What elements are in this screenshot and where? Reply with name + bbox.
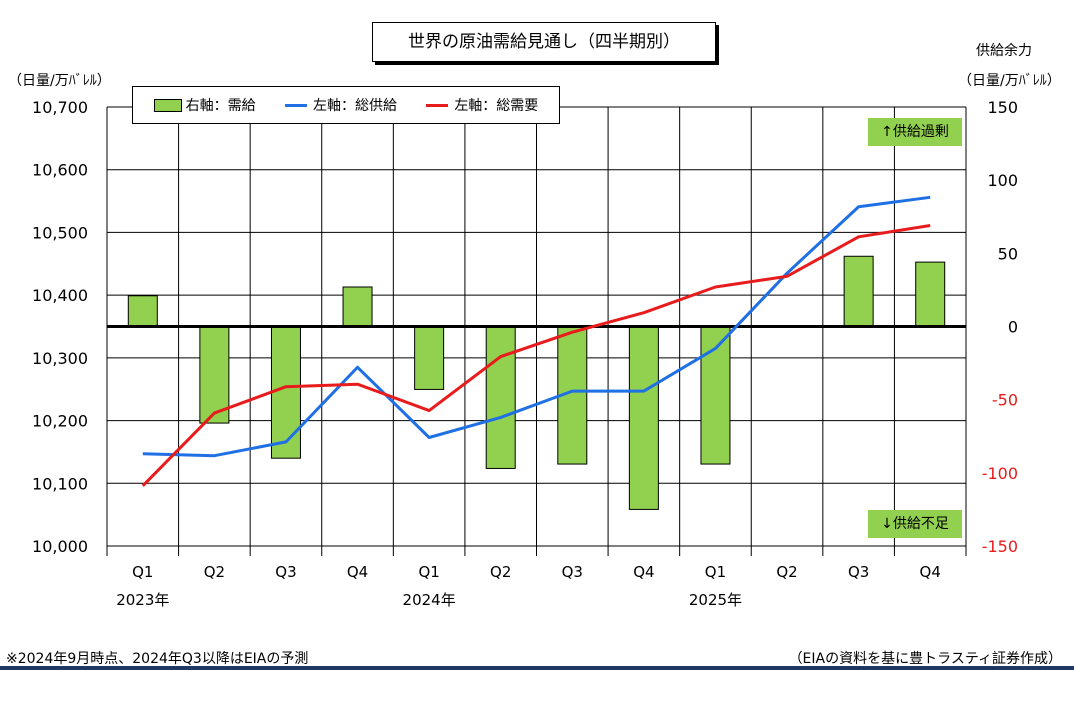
legend-label-demand: 左軸：総需要: [454, 98, 539, 114]
supply-line: [142, 195, 931, 458]
surplus-badge: ↑供給過剰: [868, 118, 962, 146]
balance-bar: [414, 326, 445, 390]
right-tick-label: 50: [998, 244, 1018, 263]
legend-swatch-supply: [284, 103, 307, 107]
right-tick-label: -150: [982, 537, 1018, 556]
legend-label-supply: 左軸：総供給: [312, 98, 397, 114]
legend-item-balance: 右軸：需給: [153, 95, 256, 115]
left-tick-label: 10,100: [32, 474, 88, 493]
legend-swatch-balance: [153, 98, 182, 112]
category-label: Q2: [204, 563, 225, 581]
balance-bar: [199, 326, 230, 424]
left-tick-label: 10,600: [32, 161, 88, 180]
category-label: Q4: [347, 563, 368, 581]
category-label: Q3: [275, 563, 296, 581]
chart-title: 世界の原油需給見通し（四半期別）: [372, 22, 716, 62]
left-tick-label: 10,200: [32, 412, 88, 431]
balance-bar: [628, 326, 659, 510]
left-tick-label: 10,000: [32, 537, 88, 556]
legend-label-balance: 右軸：需給: [185, 98, 256, 114]
category-label: Q3: [848, 563, 869, 581]
balance-bar: [342, 286, 373, 327]
left-tick-label: 10,500: [32, 223, 88, 242]
balance-bar: [127, 295, 158, 327]
balance-bars: [127, 255, 946, 510]
legend-item-demand: 左軸：総需要: [426, 95, 538, 115]
category-label: Q1: [132, 563, 153, 581]
tick-labels: 10,000 10,100 10,200 10,300 10,400 10,500 10,6…: [32, 98, 1018, 609]
category-label: Q4: [633, 563, 654, 581]
legend: 右軸：需給 左軸：総供給 左軸：総需要: [132, 86, 560, 124]
category-label: Q2: [776, 563, 797, 581]
category-label: Q4: [920, 563, 941, 581]
year-label: 2025年: [689, 591, 742, 609]
right-tick-label: -50: [992, 391, 1018, 410]
left-tick-label: 10,400: [32, 286, 88, 305]
year-label: 2023年: [116, 591, 169, 609]
left-tick-label: 10,700: [32, 98, 88, 117]
footnote-credit: （EIAの資料を基に豊トラスティ証券作成）: [788, 651, 1062, 667]
demand-line: [141, 224, 931, 487]
balance-bar: [843, 255, 874, 328]
bottom-rule: [0, 666, 1074, 670]
balance-bar: [915, 261, 946, 328]
legend-item-supply: 左軸：総供給: [284, 95, 397, 115]
right-axis-unit: （日量/万ﾊﾞﾚﾙ）: [958, 73, 1061, 89]
category-label: Q1: [705, 563, 726, 581]
right-tick-label: 150: [987, 98, 1018, 117]
right-axis-title: 供給余力: [976, 43, 1032, 59]
right-tick-label: 0: [1008, 318, 1018, 337]
shortage-badge: ↓供給不足: [868, 510, 962, 538]
footnote-source-date: ※2024年9月時点、2024年Q3以降はEIAの予測: [6, 651, 309, 667]
balance-bar: [270, 326, 301, 459]
left-tick-label: 10,300: [32, 349, 88, 368]
right-tick-label: -100: [982, 464, 1018, 483]
series-lines: [141, 195, 931, 487]
right-tick-label: 100: [987, 171, 1018, 190]
grid: [106, 106, 967, 556]
category-label: Q2: [490, 563, 511, 581]
category-label: Q1: [418, 563, 439, 581]
category-label: Q3: [562, 563, 583, 581]
legend-swatch-demand: [426, 103, 449, 107]
balance-bar: [485, 326, 516, 469]
year-label: 2024年: [403, 591, 456, 609]
left-axis-unit: （日量/万ﾊﾞﾚﾙ）: [8, 73, 111, 89]
